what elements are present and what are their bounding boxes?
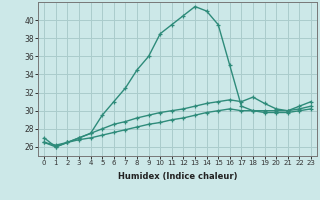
X-axis label: Humidex (Indice chaleur): Humidex (Indice chaleur) [118,172,237,181]
